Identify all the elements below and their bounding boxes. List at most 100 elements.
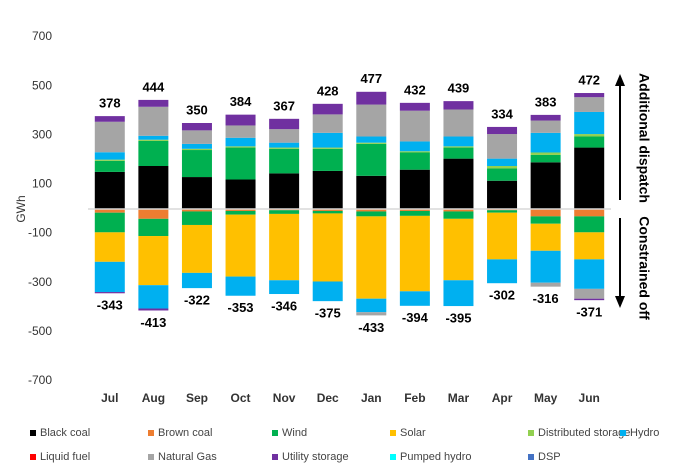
bar-segment [312, 148, 343, 171]
bar-segment [356, 209, 387, 212]
bar-segment [138, 209, 169, 219]
x-tick-label: Mar [448, 391, 470, 405]
bar-segment [399, 215, 430, 292]
bar-segment [269, 210, 300, 214]
total-label: 428 [317, 83, 339, 98]
legend-label: Distributed storage [538, 427, 630, 439]
x-tick-label: May [534, 391, 558, 405]
bar-segment [487, 259, 518, 284]
bar-segment [530, 152, 561, 155]
bar-segment [530, 120, 561, 133]
bar-segment [574, 93, 605, 98]
bar-segment [574, 232, 605, 260]
total-label: -433 [358, 320, 384, 335]
legend-label: Liquid fuel [40, 451, 90, 463]
total-label: 383 [535, 94, 557, 109]
legend-label: Black coal [40, 427, 90, 439]
bar-segment [269, 147, 300, 149]
x-tick-label: Aug [142, 391, 165, 405]
legend-label: Pumped hydro [400, 451, 472, 463]
bar-segment [530, 209, 561, 217]
bar-segment [443, 280, 474, 307]
bar-segment [399, 141, 430, 152]
bar-segment [138, 285, 169, 309]
legend-label: Solar [400, 427, 426, 439]
bar-segment [574, 209, 605, 217]
bar-segment [443, 211, 474, 219]
bar-segment [574, 134, 605, 137]
bar-segment [443, 109, 474, 137]
legend-label: Wind [282, 427, 307, 439]
bar-segment [356, 104, 387, 137]
total-label: 334 [491, 106, 513, 121]
x-tick-label: Oct [231, 391, 251, 405]
bar-segment [356, 143, 387, 176]
total-label: -394 [402, 310, 429, 325]
bar-segment [530, 114, 561, 121]
bar-segment [312, 114, 343, 133]
bar-segment [399, 209, 430, 211]
bar-segment [399, 110, 430, 142]
legend-swatch [272, 454, 278, 460]
bar-segment [443, 146, 474, 148]
total-label: 439 [448, 81, 470, 96]
x-tick-label: Jan [361, 391, 382, 405]
bar-segment [225, 276, 256, 296]
bar-segment [443, 218, 474, 281]
x-tick-label: Jun [579, 391, 600, 405]
bar-segment [138, 106, 169, 136]
bar-segment [269, 129, 300, 143]
bar-segment [356, 136, 387, 143]
bar-segment [530, 132, 561, 153]
total-label: -302 [489, 288, 515, 303]
bar-segment [225, 214, 256, 277]
bar-segment [312, 210, 343, 214]
bar-segment [94, 160, 125, 172]
total-label: -346 [271, 298, 297, 313]
bar-segment [574, 259, 605, 289]
annotation: Constrained off [636, 216, 652, 320]
bar-segment [225, 146, 256, 148]
bar-segment [399, 210, 430, 216]
legend-label: Hydro [630, 427, 659, 439]
legend-swatch [620, 430, 626, 436]
y-tick-label: 500 [32, 78, 52, 92]
bar-segment [225, 125, 256, 138]
bar-segment [181, 224, 212, 273]
total-label: -413 [140, 315, 166, 330]
y-tick-label: -100 [28, 226, 52, 240]
bar-segment [181, 130, 212, 144]
bar-segment [443, 101, 474, 110]
bar-segment [574, 288, 605, 299]
bar-segment [399, 291, 430, 306]
bar-segment [443, 147, 474, 159]
bar-segment [181, 143, 212, 149]
legend-label: DSP [538, 451, 561, 463]
bar-segment [530, 282, 561, 287]
bar-segment [530, 250, 561, 283]
bar-segment [181, 272, 212, 289]
bar-segment [487, 210, 518, 213]
bar-segment [181, 211, 212, 225]
y-tick-label: 300 [32, 127, 52, 141]
arrow-head [615, 296, 625, 308]
bar-segment [269, 142, 300, 148]
bar-segment [487, 180, 518, 209]
y-tick-label: 100 [32, 177, 52, 191]
bar-segment [574, 216, 605, 233]
legend-swatch [30, 430, 36, 436]
bar-segment [399, 169, 430, 209]
bar-segment [94, 116, 125, 122]
total-label: -353 [228, 300, 254, 315]
bar-segment [312, 170, 343, 209]
bar-segment [487, 212, 518, 260]
bar-segment [94, 261, 125, 293]
bar-segment [399, 102, 430, 111]
bar-segment [530, 154, 561, 163]
bar-segment [138, 140, 169, 166]
total-label: -316 [533, 291, 559, 306]
bar-segment [94, 121, 125, 153]
bar-segment [225, 147, 256, 180]
total-label: 384 [230, 94, 252, 109]
bar-segment [269, 213, 300, 281]
